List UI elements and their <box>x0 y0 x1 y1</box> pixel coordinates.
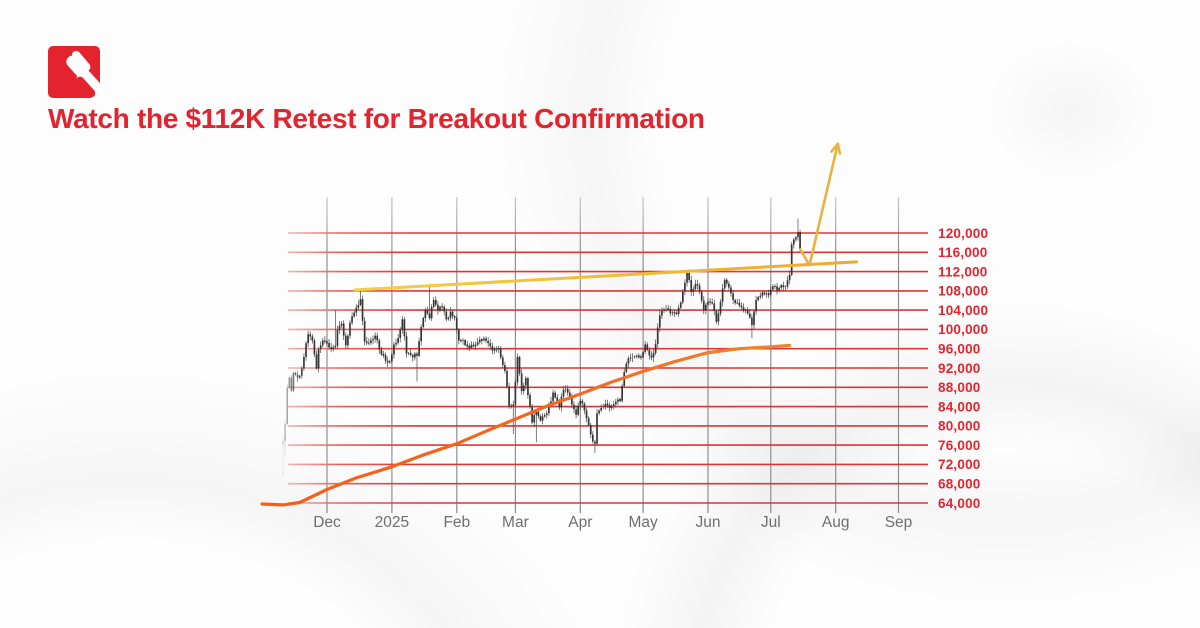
y-axis-label: 108,000 <box>938 284 988 299</box>
y-axis-label: 80,000 <box>938 419 981 434</box>
y-axis-label: 96,000 <box>938 342 981 357</box>
x-axis-label: 2025 <box>375 514 409 531</box>
x-axis-label: Feb <box>443 514 470 531</box>
resistance-trendline <box>353 260 859 292</box>
y-axis-label: 76,000 <box>938 438 981 453</box>
y-axis-label: 72,000 <box>938 457 981 472</box>
y-axis-label: 116,000 <box>938 245 987 260</box>
y-axis-label: 84,000 <box>938 399 981 414</box>
breakout-projection-line <box>798 143 840 267</box>
y-axis-label: 104,000 <box>938 303 988 318</box>
y-axis-label: 64,000 <box>938 496 981 511</box>
arrow-head-icon <box>836 142 842 155</box>
x-axis-label: Jun <box>696 514 721 531</box>
x-axis-label: May <box>628 514 658 531</box>
x-axis-label: Sep <box>885 514 913 531</box>
y-axis-label: 120,000 <box>938 226 988 241</box>
candlestick-series <box>282 218 801 477</box>
y-axis-label: 92,000 <box>938 361 981 376</box>
x-axis-label: Jul <box>761 514 781 531</box>
x-axis-label: Mar <box>502 514 529 531</box>
x-axis-label: Apr <box>568 514 592 531</box>
page-title: Watch the $112K Retest for Breakout Conf… <box>48 103 705 134</box>
y-axis-label: 88,000 <box>938 380 981 395</box>
y-axis-label: 112,000 <box>938 264 987 279</box>
y-axis-label: 68,000 <box>938 477 981 492</box>
y-axis-label: 100,000 <box>938 322 988 337</box>
moving-average-line <box>260 343 792 507</box>
x-axis-label: Aug <box>822 514 850 531</box>
x-axis-label: Dec <box>313 514 341 531</box>
